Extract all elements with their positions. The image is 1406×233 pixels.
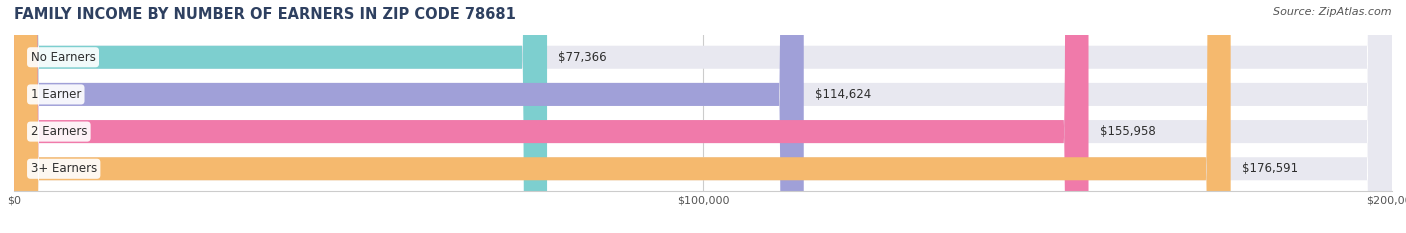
Text: Source: ZipAtlas.com: Source: ZipAtlas.com [1274, 7, 1392, 17]
Text: 1 Earner: 1 Earner [31, 88, 82, 101]
FancyBboxPatch shape [14, 0, 1230, 233]
FancyBboxPatch shape [14, 0, 547, 233]
FancyBboxPatch shape [14, 0, 1088, 233]
Text: 2 Earners: 2 Earners [31, 125, 87, 138]
Text: FAMILY INCOME BY NUMBER OF EARNERS IN ZIP CODE 78681: FAMILY INCOME BY NUMBER OF EARNERS IN ZI… [14, 7, 516, 22]
FancyBboxPatch shape [14, 0, 1392, 233]
Text: $155,958: $155,958 [1099, 125, 1156, 138]
FancyBboxPatch shape [14, 0, 1392, 233]
Text: $114,624: $114,624 [814, 88, 872, 101]
FancyBboxPatch shape [14, 0, 1392, 233]
Text: 3+ Earners: 3+ Earners [31, 162, 97, 175]
Text: No Earners: No Earners [31, 51, 96, 64]
FancyBboxPatch shape [14, 0, 804, 233]
Text: $77,366: $77,366 [558, 51, 607, 64]
Text: $176,591: $176,591 [1241, 162, 1298, 175]
FancyBboxPatch shape [14, 0, 1392, 233]
